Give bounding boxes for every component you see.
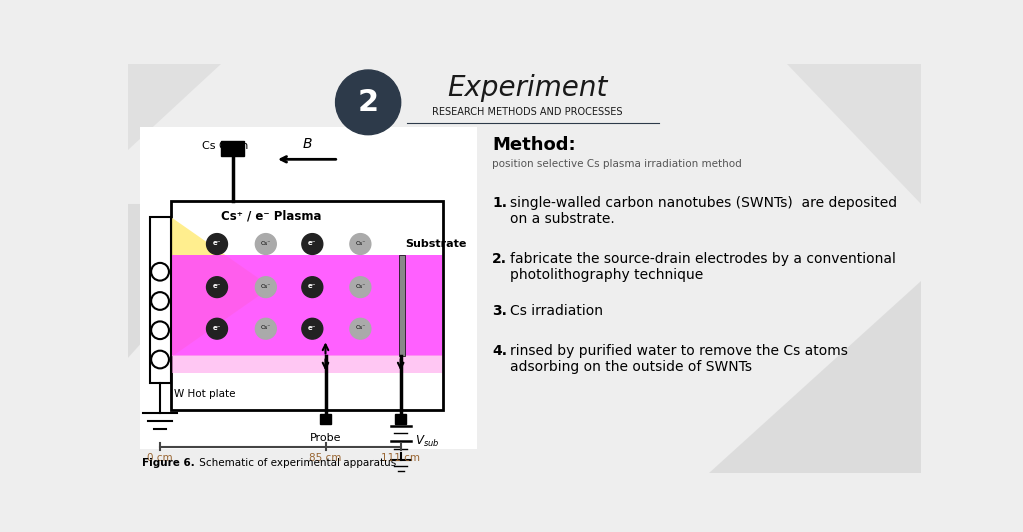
Text: Schematic of experimental apparatus: Schematic of experimental apparatus xyxy=(196,458,396,468)
FancyBboxPatch shape xyxy=(399,255,405,356)
FancyBboxPatch shape xyxy=(149,217,171,383)
Text: Cs⁺ / e⁻ Plasma: Cs⁺ / e⁻ Plasma xyxy=(221,209,321,222)
Polygon shape xyxy=(128,204,267,358)
Text: e⁻: e⁻ xyxy=(308,240,316,246)
Text: 2: 2 xyxy=(358,88,379,117)
Text: Cs⁻: Cs⁻ xyxy=(355,326,365,330)
Text: Method:: Method: xyxy=(492,136,576,154)
Circle shape xyxy=(207,234,227,254)
Text: e⁻: e⁻ xyxy=(308,325,316,331)
Circle shape xyxy=(350,318,370,339)
Text: Cs⁻: Cs⁻ xyxy=(261,326,271,330)
Text: Cs⁻: Cs⁻ xyxy=(261,284,271,289)
Text: 1.: 1. xyxy=(492,196,507,210)
Circle shape xyxy=(350,234,370,254)
Text: Cs⁻: Cs⁻ xyxy=(355,284,365,289)
Text: Cs irradiation: Cs irradiation xyxy=(509,304,603,318)
Circle shape xyxy=(350,277,370,297)
Text: Cs⁻: Cs⁻ xyxy=(261,241,271,246)
Text: 3.: 3. xyxy=(492,304,507,318)
Text: 0 cm: 0 cm xyxy=(147,453,173,463)
Text: Cs Oven: Cs Oven xyxy=(202,141,248,151)
Polygon shape xyxy=(787,64,921,204)
Text: 2.: 2. xyxy=(492,252,507,265)
Text: Figure 6.: Figure 6. xyxy=(142,458,194,468)
Circle shape xyxy=(302,234,323,254)
Polygon shape xyxy=(128,64,221,150)
FancyBboxPatch shape xyxy=(172,255,442,356)
Text: single-walled carbon nanotubes (SWNTs)  are deposited
on a substrate.: single-walled carbon nanotubes (SWNTs) a… xyxy=(509,196,897,227)
Text: 4.: 4. xyxy=(492,344,507,358)
Text: $V_{sub}$: $V_{sub}$ xyxy=(414,434,439,448)
Text: W Hot plate: W Hot plate xyxy=(174,389,236,399)
Circle shape xyxy=(207,277,227,297)
Circle shape xyxy=(256,318,276,339)
Text: Experiment: Experiment xyxy=(447,74,608,103)
FancyBboxPatch shape xyxy=(319,414,331,424)
FancyBboxPatch shape xyxy=(171,201,443,410)
Polygon shape xyxy=(172,218,271,356)
Circle shape xyxy=(302,277,323,297)
Text: Probe: Probe xyxy=(310,433,342,443)
Text: e⁻: e⁻ xyxy=(213,325,221,331)
Circle shape xyxy=(207,318,227,339)
Text: rinsed by purified water to remove the Cs atoms
adsorbing on the outside of SWNT: rinsed by purified water to remove the C… xyxy=(509,344,848,375)
Text: 85 cm: 85 cm xyxy=(309,453,342,463)
Text: 111 cm: 111 cm xyxy=(382,453,420,463)
Text: e⁻: e⁻ xyxy=(213,284,221,289)
Text: fabricate the source-drain electrodes by a conventional
photolithography techniq: fabricate the source-drain electrodes by… xyxy=(509,252,896,282)
Text: position selective Cs plasma irradiation method: position selective Cs plasma irradiation… xyxy=(492,159,742,169)
Text: e⁻: e⁻ xyxy=(213,240,221,246)
Text: e⁻: e⁻ xyxy=(308,284,316,289)
FancyBboxPatch shape xyxy=(172,355,442,373)
Text: Substrate: Substrate xyxy=(405,239,466,249)
Circle shape xyxy=(336,70,401,135)
Text: Cs⁻: Cs⁻ xyxy=(355,241,365,246)
Text: RESEARCH METHODS AND PROCESSES: RESEARCH METHODS AND PROCESSES xyxy=(432,106,622,117)
Circle shape xyxy=(256,234,276,254)
FancyBboxPatch shape xyxy=(221,141,244,156)
FancyBboxPatch shape xyxy=(395,414,406,424)
Circle shape xyxy=(302,318,323,339)
Circle shape xyxy=(256,277,276,297)
FancyBboxPatch shape xyxy=(139,127,477,449)
Text: $B$: $B$ xyxy=(302,137,312,151)
Polygon shape xyxy=(709,281,921,473)
